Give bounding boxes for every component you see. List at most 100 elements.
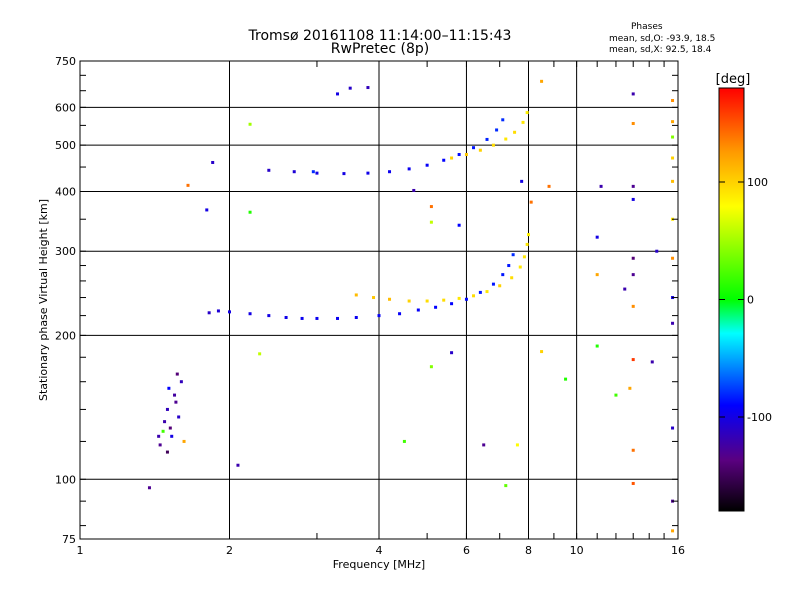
echo-point bbox=[175, 372, 179, 376]
echo-point bbox=[434, 305, 438, 309]
echo-point bbox=[248, 312, 252, 316]
echo-point bbox=[158, 443, 162, 447]
echo-point bbox=[631, 92, 635, 96]
echo-point bbox=[315, 171, 319, 175]
echo-point bbox=[398, 312, 402, 316]
echo-point bbox=[336, 92, 340, 96]
y-axis-label: Stationary phase Virtual Height [km] bbox=[37, 199, 50, 401]
echo-point bbox=[540, 79, 544, 83]
echo-point bbox=[482, 443, 486, 447]
echo-point bbox=[216, 309, 220, 313]
echo-point bbox=[520, 179, 524, 183]
echo-point bbox=[248, 122, 252, 126]
x-tick-label: 4 bbox=[376, 544, 383, 557]
gridlines bbox=[80, 61, 678, 539]
echo-point bbox=[547, 184, 551, 188]
echo-point bbox=[631, 448, 635, 452]
data-points bbox=[147, 79, 675, 533]
echo-point bbox=[525, 111, 529, 115]
echo-point bbox=[182, 439, 186, 443]
echo-point bbox=[527, 233, 530, 237]
echo-point bbox=[457, 153, 461, 157]
echo-point bbox=[501, 118, 505, 122]
echo-point bbox=[457, 296, 461, 300]
echo-point bbox=[518, 265, 522, 269]
echo-point bbox=[407, 167, 411, 171]
echo-point bbox=[485, 290, 489, 294]
chart-title-line2: RwPretec (8p) bbox=[330, 41, 430, 57]
echo-point bbox=[354, 315, 358, 319]
echo-point bbox=[425, 299, 429, 303]
colorbar-tick-label: 0 bbox=[747, 294, 754, 307]
echo-point bbox=[491, 143, 495, 147]
x-tick-label: 8 bbox=[525, 544, 532, 557]
echo-point bbox=[342, 172, 346, 176]
echo-point bbox=[655, 249, 659, 253]
echo-point bbox=[529, 200, 533, 204]
echo-point bbox=[631, 256, 635, 260]
echo-point bbox=[631, 184, 635, 188]
echo-point bbox=[671, 156, 675, 160]
echo-point bbox=[614, 393, 618, 397]
echo-point bbox=[595, 344, 599, 348]
echo-point bbox=[147, 486, 151, 490]
x-tick-label: 10 bbox=[570, 544, 584, 557]
echo-point bbox=[267, 314, 271, 318]
x-tick-label: 1 bbox=[77, 544, 84, 557]
echo-point bbox=[165, 407, 169, 411]
y-tick-label: 300 bbox=[55, 245, 76, 258]
echo-point bbox=[478, 148, 482, 152]
echo-point bbox=[671, 179, 675, 183]
colorbar-unit: [deg] bbox=[716, 72, 751, 87]
echo-point bbox=[671, 256, 675, 260]
echo-point bbox=[671, 99, 675, 103]
echo-point bbox=[163, 420, 167, 424]
axis-tick-labels: 1 2 4 6 8 10 16 75 100 200 300 400 500 600 750 bbox=[55, 55, 685, 557]
y-tick-label: 750 bbox=[55, 55, 76, 68]
echo-point bbox=[388, 170, 392, 174]
echo-point bbox=[510, 276, 514, 280]
x-tick-label: 16 bbox=[671, 544, 685, 557]
echo-point bbox=[450, 351, 454, 355]
echo-point bbox=[595, 235, 599, 239]
echo-point bbox=[311, 170, 315, 174]
echo-point bbox=[628, 386, 632, 390]
echo-point bbox=[157, 434, 161, 438]
echo-point bbox=[485, 137, 489, 141]
echo-point bbox=[671, 135, 675, 139]
echo-point bbox=[511, 253, 515, 257]
echo-point bbox=[498, 284, 502, 288]
echo-point bbox=[522, 255, 526, 259]
echo-point bbox=[472, 294, 476, 298]
echo-point bbox=[671, 120, 675, 124]
x-tick-label: 6 bbox=[463, 544, 470, 557]
chart-title-line1: Tromsø 20161108 11:14:00–11:15:43 bbox=[248, 28, 512, 44]
echo-point bbox=[248, 210, 252, 214]
echo-point bbox=[211, 160, 215, 164]
echo-point bbox=[504, 484, 508, 488]
echo-point bbox=[366, 171, 370, 175]
echo-point bbox=[292, 170, 296, 174]
echo-point bbox=[167, 386, 171, 390]
echo-point bbox=[425, 163, 429, 167]
y-tick-label: 400 bbox=[55, 185, 76, 198]
y-tick-label: 100 bbox=[55, 473, 76, 486]
echo-point bbox=[416, 308, 420, 312]
echo-point bbox=[388, 297, 392, 301]
echo-point bbox=[521, 120, 525, 124]
echo-point bbox=[366, 86, 370, 90]
echo-point bbox=[348, 86, 352, 90]
echo-point bbox=[174, 400, 178, 404]
x-tick-label: 2 bbox=[226, 544, 233, 557]
echo-point bbox=[671, 321, 675, 325]
echo-point bbox=[507, 264, 511, 268]
echo-point bbox=[631, 197, 635, 201]
echo-point bbox=[631, 358, 635, 362]
echo-point bbox=[450, 156, 454, 160]
echo-point bbox=[599, 184, 603, 188]
echo-point bbox=[170, 434, 174, 438]
y-tick-label: 500 bbox=[55, 139, 76, 152]
echo-point bbox=[236, 463, 240, 467]
echo-point bbox=[284, 315, 288, 319]
